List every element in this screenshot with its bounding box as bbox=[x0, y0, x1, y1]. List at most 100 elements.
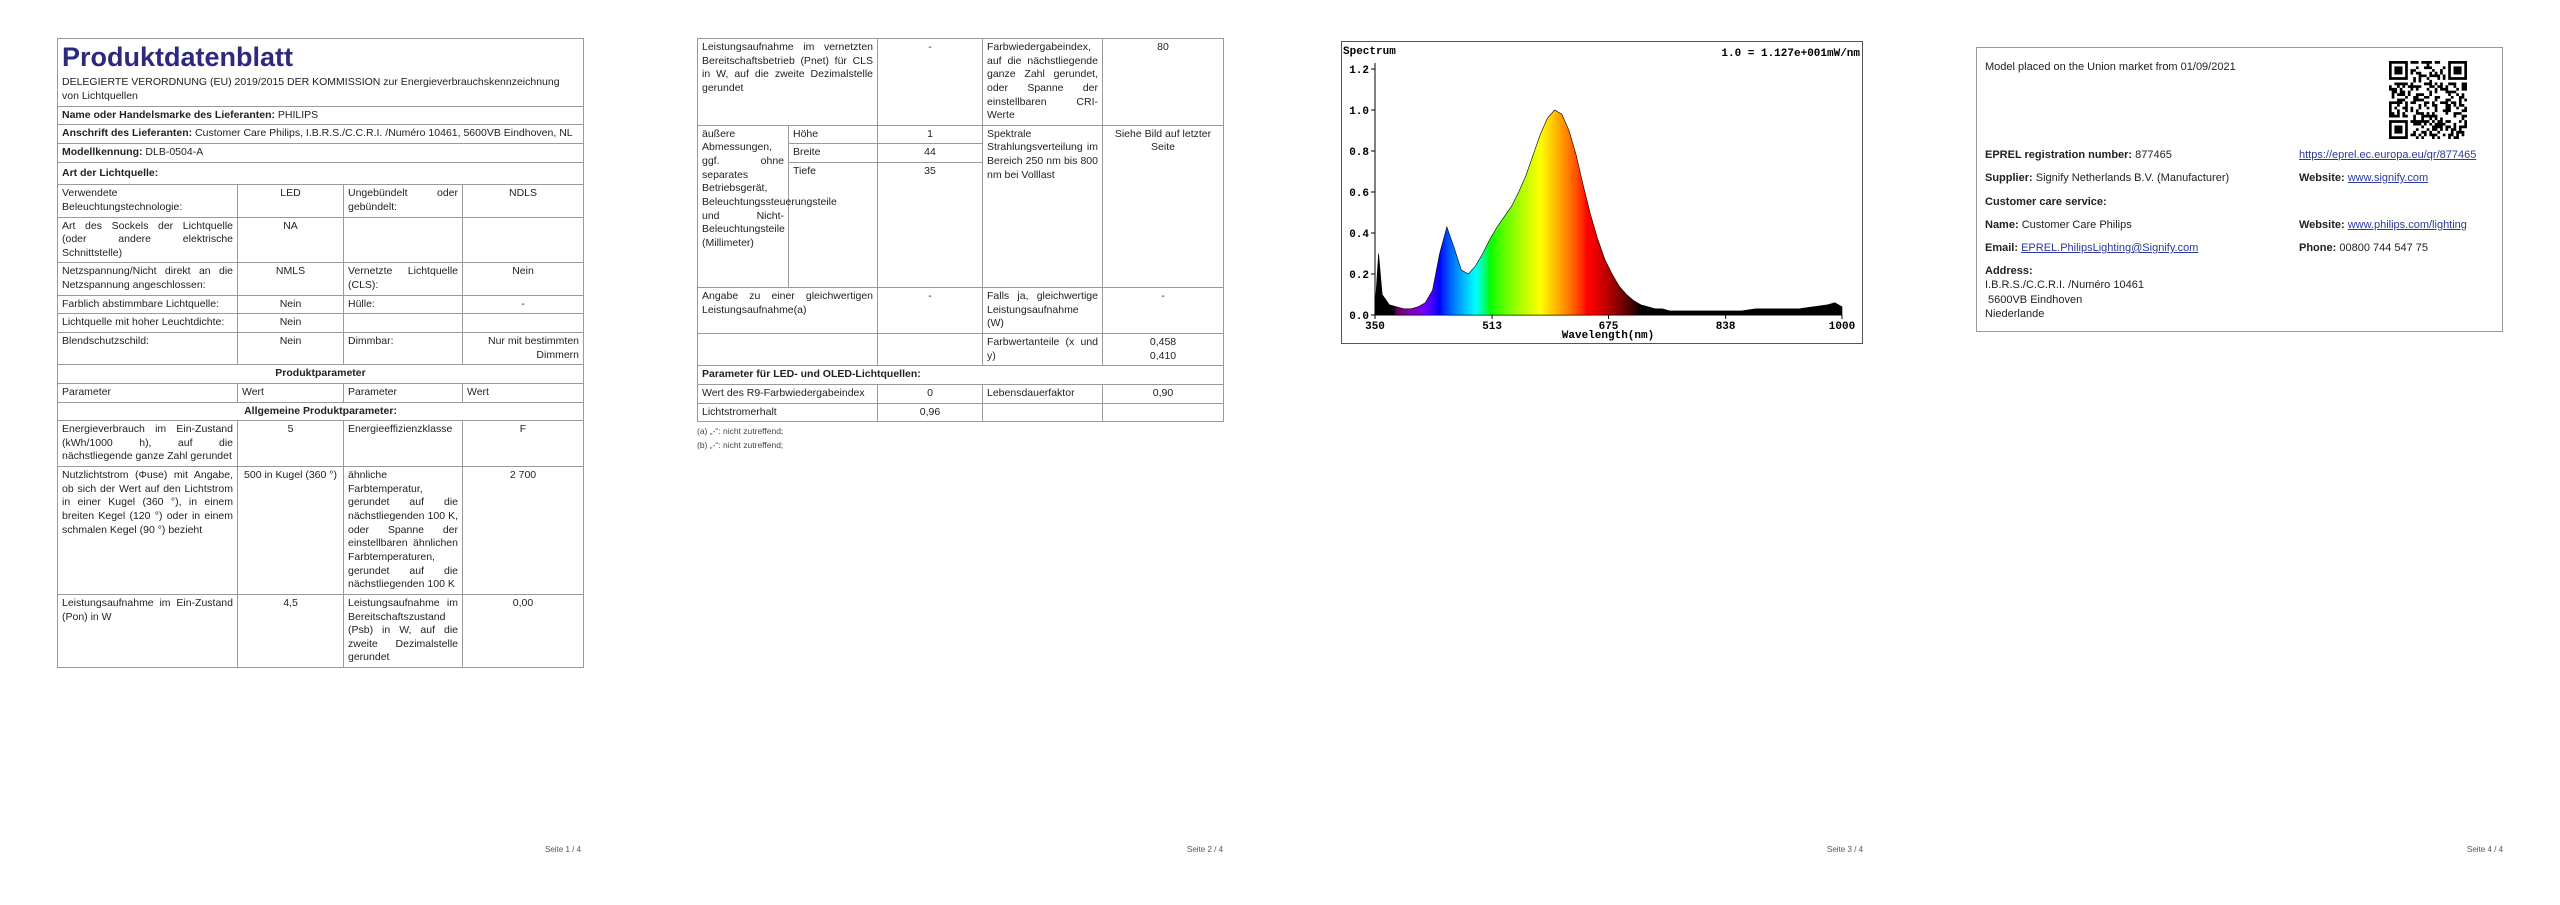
label: Website: bbox=[2299, 172, 2345, 184]
value: 2 700 bbox=[461, 466, 585, 595]
label: Vernetzte Lichtquelle (CLS): bbox=[343, 262, 463, 296]
spectrum-area bbox=[1374, 109, 1843, 316]
page-1: Produktdatenblatt DELEGIERTE VERORDNUNG … bbox=[56, 38, 585, 669]
name-row: Name: Customer Care Philips bbox=[1985, 218, 2132, 233]
footnote: (a) „-“: nicht zutreffend; bbox=[697, 426, 784, 437]
label: Anschrift des Lieferanten: bbox=[62, 127, 193, 140]
x-tick-label: 513 bbox=[1482, 321, 1502, 333]
label: Leistungsaufnahme im Ein-Zustand (Pon) i… bbox=[57, 593, 238, 669]
label: Blendschutzschild: bbox=[57, 331, 238, 366]
label: Wert des R9-Farbwiedergabeindex bbox=[697, 383, 878, 404]
supplier-row: Modellkennung: DLB-0504-A bbox=[56, 142, 585, 163]
header-cell: Produktdatenblatt DELEGIERTE VERORDNUNG … bbox=[56, 38, 585, 107]
label: Name: bbox=[1985, 219, 2019, 231]
empty-cell bbox=[697, 333, 878, 367]
label: Address: bbox=[1985, 265, 2033, 277]
value: Nur mit bestimmten Dimmern bbox=[461, 331, 585, 366]
footnote: (b) „-“: nicht zutreffend; bbox=[697, 440, 784, 451]
column-header: Wert bbox=[237, 382, 344, 403]
value: PHILIPS bbox=[277, 108, 319, 121]
empty-cell bbox=[982, 402, 1103, 423]
x-tick-label: 350 bbox=[1365, 321, 1385, 333]
supplier-row: Supplier: Signify Netherlands B.V. (Manu… bbox=[1985, 171, 2229, 186]
product-table: Leistungsaufnahme im vernetzten Bereitsc… bbox=[697, 38, 1224, 423]
value: 5 bbox=[237, 420, 344, 468]
label: Netzspannung/Nicht direkt an die Netzspa… bbox=[57, 262, 238, 296]
chart-annotation: 1.0 = 1.127e+001mW/nm bbox=[1721, 48, 1860, 60]
eprel-row: EPREL registration number: 877465 bbox=[1985, 148, 2172, 163]
y-tick-label: 0.0 bbox=[1349, 311, 1369, 323]
value: 4,5 bbox=[237, 593, 344, 669]
label: Farblich abstimmbare Lichtquelle: bbox=[57, 294, 238, 315]
x-tick-label: 675 bbox=[1599, 321, 1619, 333]
dimension-value: 35 bbox=[877, 162, 983, 289]
email-link[interactable]: EPREL.PhilipsLighting@Signify.com bbox=[2021, 242, 2199, 254]
phone-row: Phone: 00800 744 547 75 bbox=[2299, 241, 2428, 256]
value: Customer Care Philips bbox=[2021, 219, 2132, 231]
value: 500 in Kugel (360 °) bbox=[237, 466, 344, 595]
label: Angabe zu einer gleichwertigen Leistungs… bbox=[697, 287, 878, 335]
dimension-label: Breite bbox=[788, 143, 878, 164]
address-line: Niederlande bbox=[1985, 307, 2045, 320]
address: Address: I.B.R.S./C.C.R.I. /Numéro 10461… bbox=[1985, 264, 2144, 321]
label: Nutzlichtstrom (Φuse) mit Angabe, ob sic… bbox=[57, 466, 238, 595]
value: 0 bbox=[877, 383, 983, 404]
empty-cell bbox=[461, 313, 585, 333]
page-footer: Seite 2 / 4 bbox=[1187, 845, 1224, 854]
email-row: Email: EPREL.PhilipsLighting@Signify.com bbox=[1985, 241, 2198, 256]
label: äußere Abmessungen, ggf. ohne separates … bbox=[697, 124, 837, 289]
market-date: Model placed on the Union market from 01… bbox=[1985, 61, 2236, 73]
value: - bbox=[877, 287, 983, 335]
label: Art des Sockels der Lichtquelle (oder an… bbox=[57, 216, 238, 264]
value: NA bbox=[237, 216, 344, 264]
empty-cell bbox=[343, 313, 463, 333]
label: Email: bbox=[1985, 242, 2019, 254]
page-footer: Seite 3 / 4 bbox=[1827, 845, 1864, 854]
value: LED bbox=[237, 184, 344, 218]
y-value: 0,410 bbox=[1149, 349, 1177, 362]
empty-cell bbox=[343, 216, 463, 264]
label: Spektrale Strahlungsverteilung im Bereic… bbox=[982, 124, 1103, 289]
label: Leistungsaufnahme im Bereitschaftszustan… bbox=[343, 593, 463, 669]
eprel-link[interactable]: https://eprel.ec.europa.eu/qr/877465 bbox=[2299, 149, 2477, 161]
label: Website: bbox=[2299, 219, 2345, 231]
label: Ungebündelt oder gebündelt: bbox=[343, 184, 463, 218]
title: Produktdatenblatt bbox=[62, 42, 294, 72]
value: - bbox=[461, 294, 585, 315]
y-tick-label: 0.8 bbox=[1349, 147, 1369, 159]
label: Lebensdauerfaktor bbox=[982, 383, 1103, 404]
website-link[interactable]: www.signify.com bbox=[2347, 172, 2429, 184]
column-header: Parameter bbox=[343, 382, 463, 403]
value: DLB-0504-A bbox=[145, 145, 204, 158]
value: Signify Netherlands B.V. (Manufacturer) bbox=[2035, 172, 2230, 184]
section: Art der Lichtquelle: bbox=[56, 161, 585, 186]
qr-modules bbox=[2389, 61, 2467, 139]
value: Nein bbox=[461, 262, 585, 296]
value: 00800 744 547 75 bbox=[2339, 242, 2429, 254]
empty-cell bbox=[461, 216, 585, 264]
care-heading: Customer care service: bbox=[1985, 196, 2107, 208]
value: 80 bbox=[1102, 38, 1224, 126]
value: Nein bbox=[237, 294, 344, 315]
x-tick-label: 1000 bbox=[1829, 321, 1855, 333]
supplier-row: Anschrift des Lieferanten: Customer Care… bbox=[56, 124, 585, 144]
label: Hülle: bbox=[343, 294, 463, 315]
page-footer: Seite 4 / 4 bbox=[2467, 845, 2504, 854]
value: NMLS bbox=[237, 262, 344, 296]
value: 0,458 0,410 bbox=[1102, 333, 1224, 367]
value: - bbox=[877, 38, 983, 126]
product-table: Produktdatenblatt DELEGIERTE VERORDNUNG … bbox=[56, 38, 585, 669]
dimension-value: 44 bbox=[877, 143, 983, 164]
website-link[interactable]: www.philips.com/lighting bbox=[2347, 219, 2467, 231]
y-tick-label: 1.0 bbox=[1349, 106, 1369, 118]
label: Modellkennung: bbox=[62, 145, 143, 158]
empty-cell bbox=[877, 333, 983, 367]
label: ähnliche Farbtemperatur, gerundet auf di… bbox=[343, 466, 463, 595]
dimension-label: Tiefe bbox=[788, 162, 878, 289]
dimension-value: 1 bbox=[877, 124, 983, 145]
y-tick-label: 0.4 bbox=[1349, 229, 1369, 241]
website-row: Website: www.signify.com bbox=[2299, 171, 2428, 186]
value: Siehe Bild auf letzter Seite bbox=[1102, 124, 1224, 289]
heading: Allgemeine Produktparameter: bbox=[56, 401, 585, 422]
label: Falls ja, gleichwertige Leistungsaufnahm… bbox=[982, 287, 1103, 335]
